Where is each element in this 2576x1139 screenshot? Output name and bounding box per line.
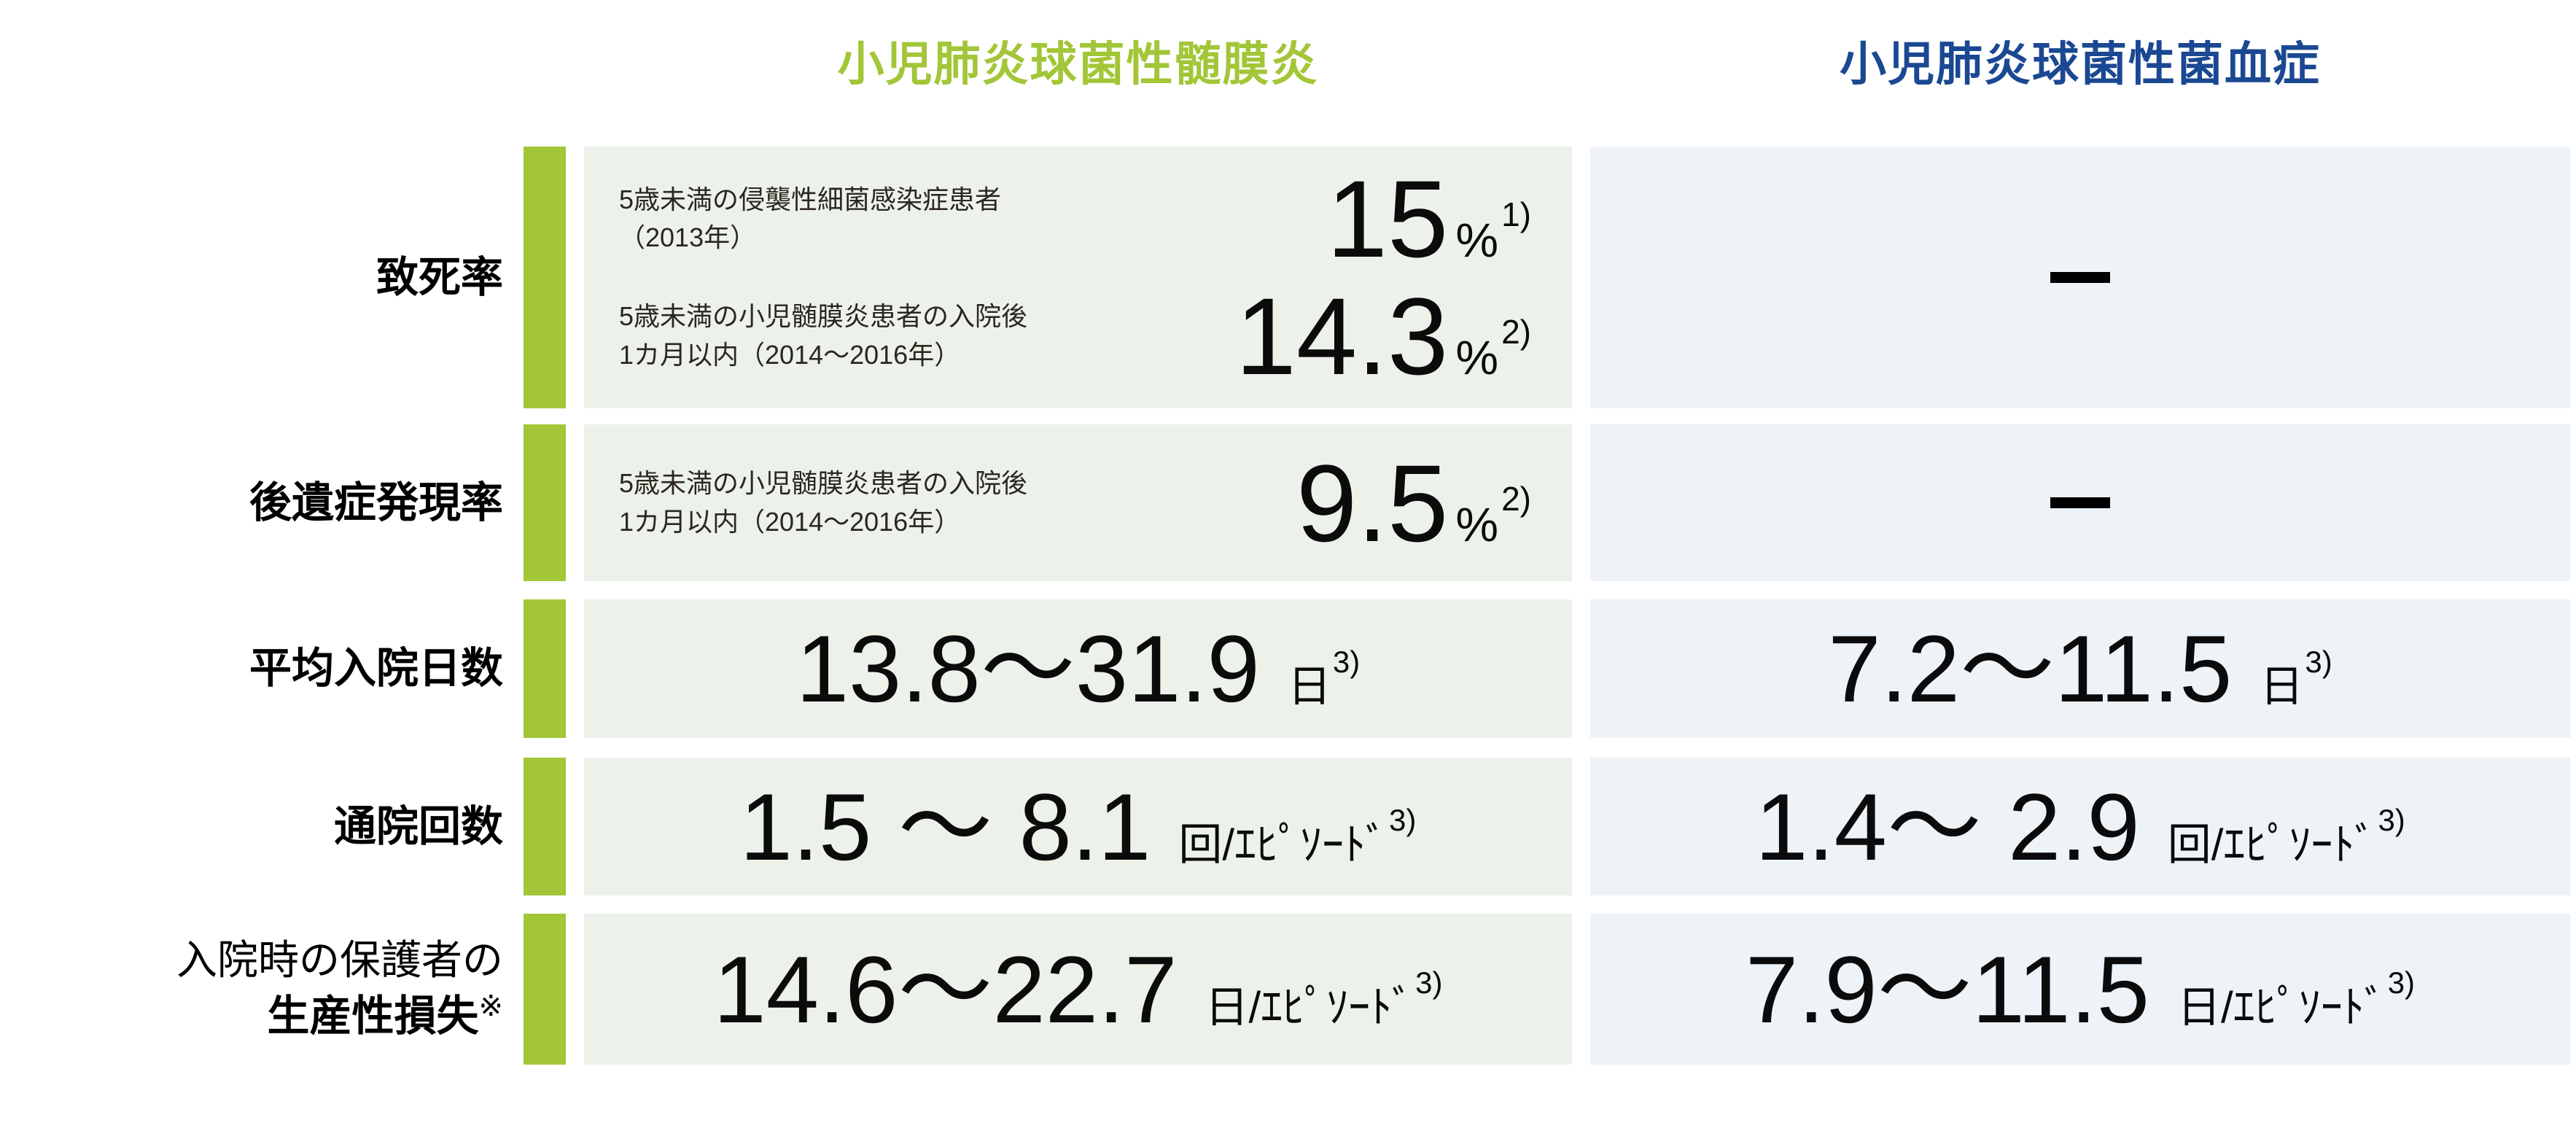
fatality-bacteremia-cell [1590,147,2570,408]
reference-mark: 1) [1501,195,1531,234]
accent-bar [524,758,566,895]
productivity-loss-meningitis-cell: 14.6～22.7 日/ｴﾋﾟｿｰﾄﾞ 3) [584,914,1572,1065]
cell-gap [1572,599,1590,738]
fatality-meningitis-cell: 5歳未満の侵襲性細菌感染症患者 （2013年） 15 % 1) 5歳未満の小児髄… [584,147,1572,408]
cell-gap [1572,914,1590,1065]
asterisk-note-mark: ※ [478,990,503,1023]
accent-bar [524,599,566,738]
fatality-entry-2-value: 14.3 % 2) [1235,274,1531,397]
sequelae-entry-value: 9.5 % 2) [1296,441,1531,564]
fatality-entry-2-description: 5歳未満の小児髄膜炎患者の入院後 1カ月以内（2014～2016年） [619,301,1028,370]
reference-mark: 2) [1501,479,1531,518]
column-header-meningitis: 小児肺炎球菌性髄膜炎 [837,37,1319,90]
reference-mark: 3) [1415,965,1443,1000]
sequelae-entry-description: 5歳未満の小児髄膜炎患者の入院後 1カ月以内（2014～2016年） [619,468,1028,537]
hospital-days-bacteremia-value: 7.2～11.5 日 3) [1828,615,2332,722]
productivity-loss-bacteremia-cell: 7.9～11.5 日/ｴﾋﾟｿｰﾄﾞ 3) [1590,914,2570,1065]
no-data-dash [2050,272,2110,283]
sequelae-bacteremia-cell [1590,424,2570,581]
cell-gap [1572,424,1590,581]
row-label-hospital-days: 平均入院日数 [249,645,503,693]
row-fatality: 致死率 5歳未満の侵襲性細菌感染症患者 （2013年） 15 % 1) 5歳未満… [0,147,2576,408]
productivity-loss-meningitis-value: 14.6～22.7 日/ｴﾋﾟｿｰﾄﾞ 3) [713,936,1443,1043]
fatality-entry-1-value: 15 % 1) [1326,158,1531,281]
reference-mark: 3) [2387,965,2416,1000]
outpatient-visits-bacteremia-cell: 1.4～ 2.9 回/ｴﾋﾟｿｰﾄﾞ 3) [1590,758,2570,895]
reference-mark: 3) [2378,802,2405,837]
row-label-outpatient-visits: 通院回数 [333,802,503,850]
accent-bar [524,147,566,408]
row-outpatient-visits: 通院回数 1.5 ～ 8.1 回/ｴﾋﾟｿｰﾄﾞ 3) 1.4～ 2.9 回/ｴ… [0,758,2576,895]
hospital-days-bacteremia-cell: 7.2～11.5 日 3) [1590,599,2570,738]
sequelae-meningitis-cell: 5歳未満の小児髄膜炎患者の入院後 1カ月以内（2014～2016年） 9.5 %… [584,424,1572,581]
no-data-dash [2050,497,2110,508]
productivity-loss-bacteremia-value: 7.9～11.5 日/ｴﾋﾟｿｰﾄﾞ 3) [1745,936,2416,1043]
reference-mark: 3) [2305,645,2332,679]
outpatient-visits-bacteremia-value: 1.4～ 2.9 回/ｴﾋﾟｿｰﾄﾞ 3) [1755,773,2405,880]
cell-gap [1572,758,1590,895]
sequelae-entry: 5歳未満の小児髄膜炎患者の入院後 1カ月以内（2014～2016年） 9.5 %… [584,448,1572,558]
outpatient-visits-meningitis-value: 1.5 ～ 8.1 回/ｴﾋﾟｿｰﾄﾞ 3) [739,773,1417,880]
reference-mark: 3) [1332,645,1361,679]
column-header-bacteremia: 小児肺炎球菌性菌血症 [1840,37,2321,90]
reference-mark: 3) [1389,802,1417,837]
row-sequelae: 後遺症発現率 5歳未満の小児髄膜炎患者の入院後 1カ月以内（2014～2016年… [0,424,2576,581]
fatality-entry-1: 5歳未満の侵襲性細菌感染症患者 （2013年） 15 % 1) [584,164,1572,273]
hospital-days-meningitis-cell: 13.8～31.9 日 3) [584,599,1572,738]
accent-bar [524,424,566,581]
row-productivity-loss: 入院時の保護者の 生産性損失※ 14.6～22.7 日/ｴﾋﾟｿｰﾄﾞ 3) 7… [0,914,2576,1065]
row-hospital-days: 平均入院日数 13.8～31.9 日 3) 7.2～11.5 日 3) [0,599,2576,738]
row-label-productivity-loss: 入院時の保護者の 生産性損失※ [176,937,503,1041]
fatality-entry-2: 5歳未満の小児髄膜炎患者の入院後 1カ月以内（2014～2016年） 14.3 … [584,281,1572,391]
hospital-days-meningitis-value: 13.8～31.9 日 3) [795,615,1361,722]
outpatient-visits-meningitis-cell: 1.5 ～ 8.1 回/ｴﾋﾟｿｰﾄﾞ 3) [584,758,1572,895]
row-label-sequelae: 後遺症発現率 [249,478,503,526]
fatality-entry-1-description: 5歳未満の侵襲性細菌感染症患者 （2013年） [619,184,1002,253]
accent-bar [524,914,566,1065]
column-headers: 小児肺炎球菌性髄膜炎 小児肺炎球菌性菌血症 [0,0,2576,147]
row-label-fatality: 致死率 [375,253,503,301]
cell-gap [1572,147,1590,408]
reference-mark: 2) [1501,312,1531,351]
